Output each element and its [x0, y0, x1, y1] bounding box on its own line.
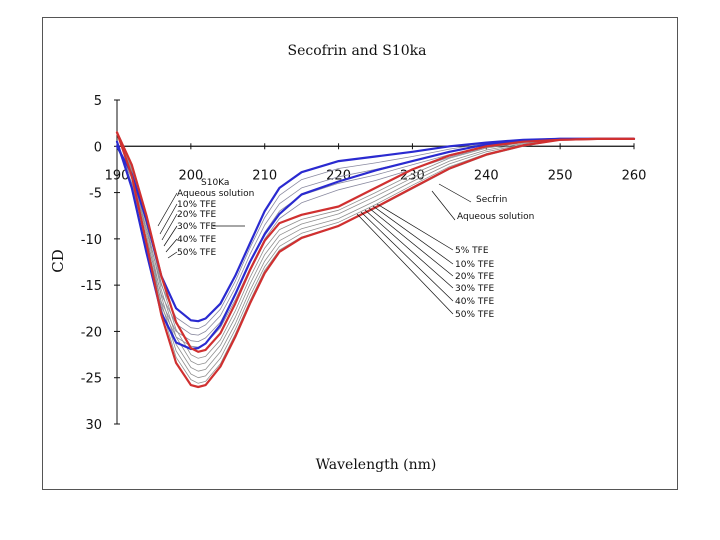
s10ka-label-10tfe: 10% TFE — [177, 200, 217, 210]
y-tick-label: -20 — [81, 325, 102, 340]
series-line-secfrin-50-tfe — [115, 131, 636, 389]
secfrin-label-10tfe: 10% TFE — [455, 260, 495, 270]
cd-spectrum-chart: Secofrin and S10ka 5 0 -5 -10 -15 -20 -25 30 19… — [49, 43, 647, 473]
s10ka-label-aqueous: Aqueous solution — [177, 189, 254, 199]
chart-frame: Secofrin and S10ka 5 0 -5 -10 -15 -20 -25 30 19… — [42, 17, 678, 490]
y-tick-label: 0 — [94, 140, 102, 155]
y-tick-label: -25 — [81, 372, 102, 387]
series-line-s10ka-50-tfe — [115, 137, 636, 351]
secfrin-label-aqueous: Aqueous solution — [457, 212, 534, 222]
x-axis-label: Wavelength (nm) — [316, 457, 437, 473]
plot-axes — [114, 99, 635, 425]
series-line-s10ka-aqueous-solution — [115, 137, 636, 323]
series-line-secfrin-10-tfe — [116, 132, 635, 366]
chart-title: Secofrin and S10ka — [288, 43, 427, 59]
s10ka-label-50tfe: 50% TFE — [177, 248, 217, 258]
secfrin-label-50tfe: 50% TFE — [455, 310, 495, 320]
s10ka-label-40tfe: 40% TFE — [177, 235, 217, 245]
series-line-secfrin-5-tfe — [116, 132, 635, 359]
series-line-secfrin-20-tfe — [116, 132, 635, 372]
s10ka-label-30tfe: 30% TFE — [177, 222, 217, 232]
x-tick-label: 240 — [474, 168, 499, 183]
y-tick-label: -10 — [81, 233, 102, 248]
data-lines — [115, 131, 636, 389]
series-line-secfrin-aqueous-solution — [115, 131, 636, 353]
secfrin-label-30tfe: 30% TFE — [455, 284, 495, 294]
x-tick-label: 190 — [105, 168, 130, 183]
s10ka-label-20tfe: 20% TFE — [177, 210, 217, 220]
s10ka-group-label: S10Ka — [201, 178, 229, 188]
secfrin-label-20tfe: 20% TFE — [455, 272, 495, 282]
y-tick-label: -5 — [89, 187, 102, 202]
y-axis-label: CD — [49, 249, 67, 273]
x-tick-label: 210 — [252, 168, 277, 183]
x-tick-label: 260 — [622, 168, 647, 183]
s10ka-annotation: S10Ka Aqueous solution 10% TFE 20% TFE 3… — [157, 178, 254, 259]
secfrin-label-40tfe: 40% TFE — [455, 297, 495, 307]
secfrin-group-label: Secfrin — [476, 195, 507, 205]
x-tick-label: 200 — [178, 168, 203, 183]
y-tick-labels: 5 0 -5 -10 -15 -20 -25 30 — [81, 94, 102, 433]
y-tick-label: -15 — [81, 279, 102, 294]
x-tick-label: 250 — [548, 168, 573, 183]
secfrin-annotation: Secfrin Aqueous solution 5% TFE 10% TFE … — [356, 183, 534, 320]
y-tick-label: 5 — [94, 94, 102, 109]
y-tick-label: 30 — [85, 418, 102, 433]
secfrin-label-5tfe: 5% TFE — [455, 246, 489, 256]
